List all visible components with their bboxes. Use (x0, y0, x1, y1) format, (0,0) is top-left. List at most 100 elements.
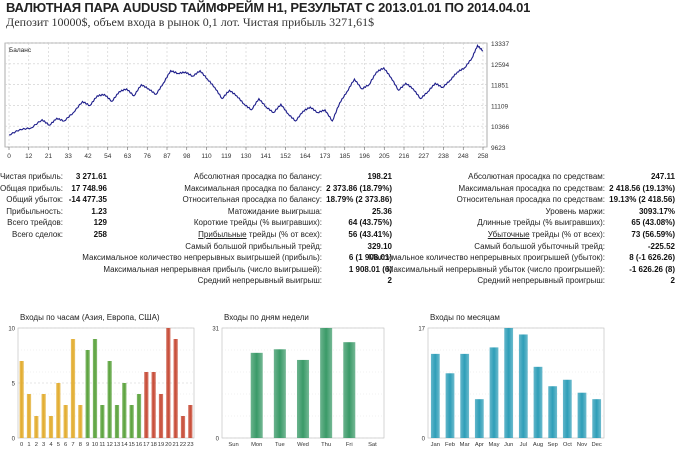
stat-label: Короткие трейды (% выигравших): (193, 218, 322, 228)
chart-x-tick: 13 (114, 442, 120, 448)
bar (474, 399, 484, 438)
entries-by-weekday-chart: Входы по дням недели 0 31 Sun Mon Tue Wed Thu Fr… (212, 313, 385, 448)
stat-value: 1 908.01 (6) (348, 264, 392, 274)
balance-x-tick: 248 (458, 153, 469, 160)
bar (273, 349, 286, 438)
balance-y-tick: 12594 (491, 62, 509, 69)
balance-y-tick: 13337 (491, 41, 509, 48)
chart-y-tick: 5 (12, 382, 16, 388)
balance-line (8, 44, 484, 136)
balance-x-tick: 196 (359, 153, 370, 160)
stat-value: 2 373.86 (18.79%) (326, 183, 392, 193)
stat-value: 258 (93, 230, 107, 239)
bar (41, 394, 46, 438)
chart-x-tick: Jul (520, 442, 527, 448)
stat-label: Прибыльные трейды (% от всех): (198, 229, 322, 240)
report-title: ВАЛЮТНАЯ ПАРА AUDUSD ТАЙМФРЕЙМ H1, РЕЗУЛ… (6, 0, 531, 15)
balance-x-tick: 0 (7, 153, 11, 160)
stat-label: Максимальная непрерывная прибыль (число … (103, 264, 322, 274)
stat-value: 247.11 (650, 172, 675, 181)
stat-label: Максимальное количество непрерывных выиг… (82, 253, 322, 263)
balance-y-tick: 10366 (491, 124, 509, 131)
stat-label: Самый большой убыточный трейд: (474, 241, 605, 251)
stat-value: 2 (670, 276, 675, 286)
stat-label: Прибыльность: (6, 206, 63, 216)
stat-value: 18.79% (2 373.86) (326, 195, 392, 205)
stat-value: 17 748.96 (71, 183, 107, 193)
chart-title: Входы по месяцам (430, 313, 500, 322)
stat-label: Длинные трейды (% выигравших): (477, 218, 605, 228)
chart-x-tick: May (489, 442, 500, 448)
stat-label: Средний непрерывный выигрыш: (197, 276, 322, 286)
chart-x-tick: 6 (64, 442, 67, 448)
chart-x-tick: 5 (57, 442, 60, 448)
bar (445, 373, 455, 438)
balance-x-tick: 258 (478, 153, 489, 160)
chart-x-tick: Sep (548, 442, 558, 448)
stat-label: Максимальная просадка по средствам: (458, 183, 605, 193)
stat-label: Абсолютная просадка по балансу: (193, 172, 322, 181)
stat-value: -1 626.26 (8) (629, 264, 675, 274)
bar (320, 328, 333, 438)
chart-y-tick: 0 (12, 437, 16, 443)
stat-label: Матожидание выигрыша: (227, 206, 322, 216)
stat-value: 65 (43.08%) (631, 218, 675, 228)
stat-label-link: Убыточные (487, 230, 530, 239)
chart-x-tick: Jun (504, 442, 513, 448)
stat-label-link: Прибыльные (198, 230, 247, 239)
stat-label-text: трейды (% от всех): (529, 230, 605, 239)
stat-value: 73 (56.59%) (631, 230, 675, 239)
chart-x-tick: 22 (180, 442, 186, 448)
stat-value: -225.52 (647, 241, 675, 251)
chart-x-tick: 20 (165, 442, 171, 448)
stat-value: 198.21 (367, 172, 392, 181)
chart-y-tick: 10 (8, 327, 15, 333)
chart-x-tick: Sat (368, 442, 377, 448)
bar (296, 359, 310, 438)
bar (34, 416, 39, 438)
chart-x-tick: 12 (106, 442, 112, 448)
stat-value: 19.13% (2 418.56) (609, 195, 675, 205)
bar (430, 353, 440, 438)
bar (129, 405, 134, 438)
balance-x-tick: 173 (320, 153, 331, 160)
chart-plot-area (427, 327, 605, 439)
bar (250, 352, 263, 438)
chart-title: Входы по дням недели (224, 313, 309, 322)
stat-label: Максимальная просадка по балансу: (184, 183, 322, 193)
bar (136, 394, 142, 438)
chart-x-tick: Oct (563, 442, 572, 448)
chart-x-tick: Fri (346, 442, 353, 448)
stat-value: -14 477.35 (68, 195, 107, 205)
stat-label: Общий убыток: (6, 195, 63, 205)
balance-chart: 13337 12594 11851 11109 10366 9623 0 12 21 33 42 54… (4, 41, 509, 160)
bar (173, 339, 178, 438)
chart-y-tick: 31 (212, 327, 219, 333)
bar (577, 392, 587, 438)
stat-value: 3093.17% (638, 206, 675, 216)
chart-x-tick: Feb (445, 442, 455, 448)
stat-label: Всего сделок: (12, 230, 63, 239)
chart-x-tick: Mon (251, 442, 262, 448)
chart-x-tick: 8 (79, 442, 82, 448)
balance-x-tick: 63 (124, 153, 132, 160)
bar (504, 328, 514, 438)
balance-x-tick: 76 (144, 153, 152, 160)
chart-x-tick: 19 (158, 442, 164, 448)
stat-value: 6 (1 908.01) (348, 253, 392, 263)
balance-x-tick: 98 (183, 153, 191, 160)
chart-y-tick: 0 (216, 437, 220, 443)
chart-x-tick: 3 (42, 442, 45, 448)
bar (63, 405, 68, 438)
balance-chart-title: Баланс (9, 47, 32, 54)
balance-x-tick: 33 (65, 153, 73, 160)
chart-x-tick: 4 (49, 442, 53, 448)
balance-x-tick: 141 (260, 153, 271, 160)
chart-title: Входы по часам (Азия, Европа, США) (20, 313, 160, 322)
bar (19, 361, 24, 438)
bar (100, 405, 105, 438)
balance-y-tick: 9623 (491, 145, 506, 152)
stat-label: Средний непрерывный проигрыш: (477, 276, 605, 286)
balance-x-tick: 42 (84, 153, 92, 160)
